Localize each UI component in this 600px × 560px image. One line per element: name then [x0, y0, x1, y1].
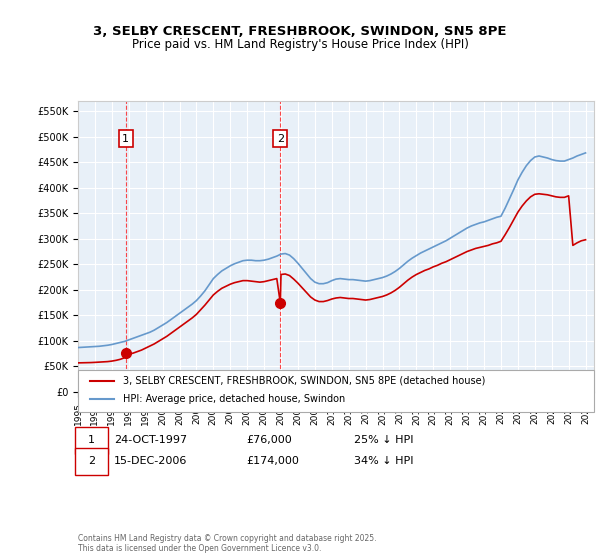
Text: £76,000: £76,000 [246, 435, 292, 445]
Text: Price paid vs. HM Land Registry's House Price Index (HPI): Price paid vs. HM Land Registry's House … [131, 38, 469, 51]
Text: 15-DEC-2006: 15-DEC-2006 [114, 456, 187, 466]
Text: 24-OCT-1997: 24-OCT-1997 [114, 435, 187, 445]
Text: 34% ↓ HPI: 34% ↓ HPI [354, 456, 413, 466]
Text: 1: 1 [88, 435, 95, 445]
Text: 3, SELBY CRESCENT, FRESHBROOK, SWINDON, SN5 8PE: 3, SELBY CRESCENT, FRESHBROOK, SWINDON, … [93, 25, 507, 38]
Text: 2: 2 [88, 456, 95, 466]
Text: 3, SELBY CRESCENT, FRESHBROOK, SWINDON, SN5 8PE (detached house): 3, SELBY CRESCENT, FRESHBROOK, SWINDON, … [123, 376, 485, 386]
Text: £174,000: £174,000 [246, 456, 299, 466]
Text: 2: 2 [277, 134, 284, 144]
Text: 1: 1 [122, 134, 129, 144]
Text: HPI: Average price, detached house, Swindon: HPI: Average price, detached house, Swin… [123, 394, 345, 404]
Text: Contains HM Land Registry data © Crown copyright and database right 2025.
This d: Contains HM Land Registry data © Crown c… [78, 534, 377, 553]
Text: 25% ↓ HPI: 25% ↓ HPI [354, 435, 413, 445]
